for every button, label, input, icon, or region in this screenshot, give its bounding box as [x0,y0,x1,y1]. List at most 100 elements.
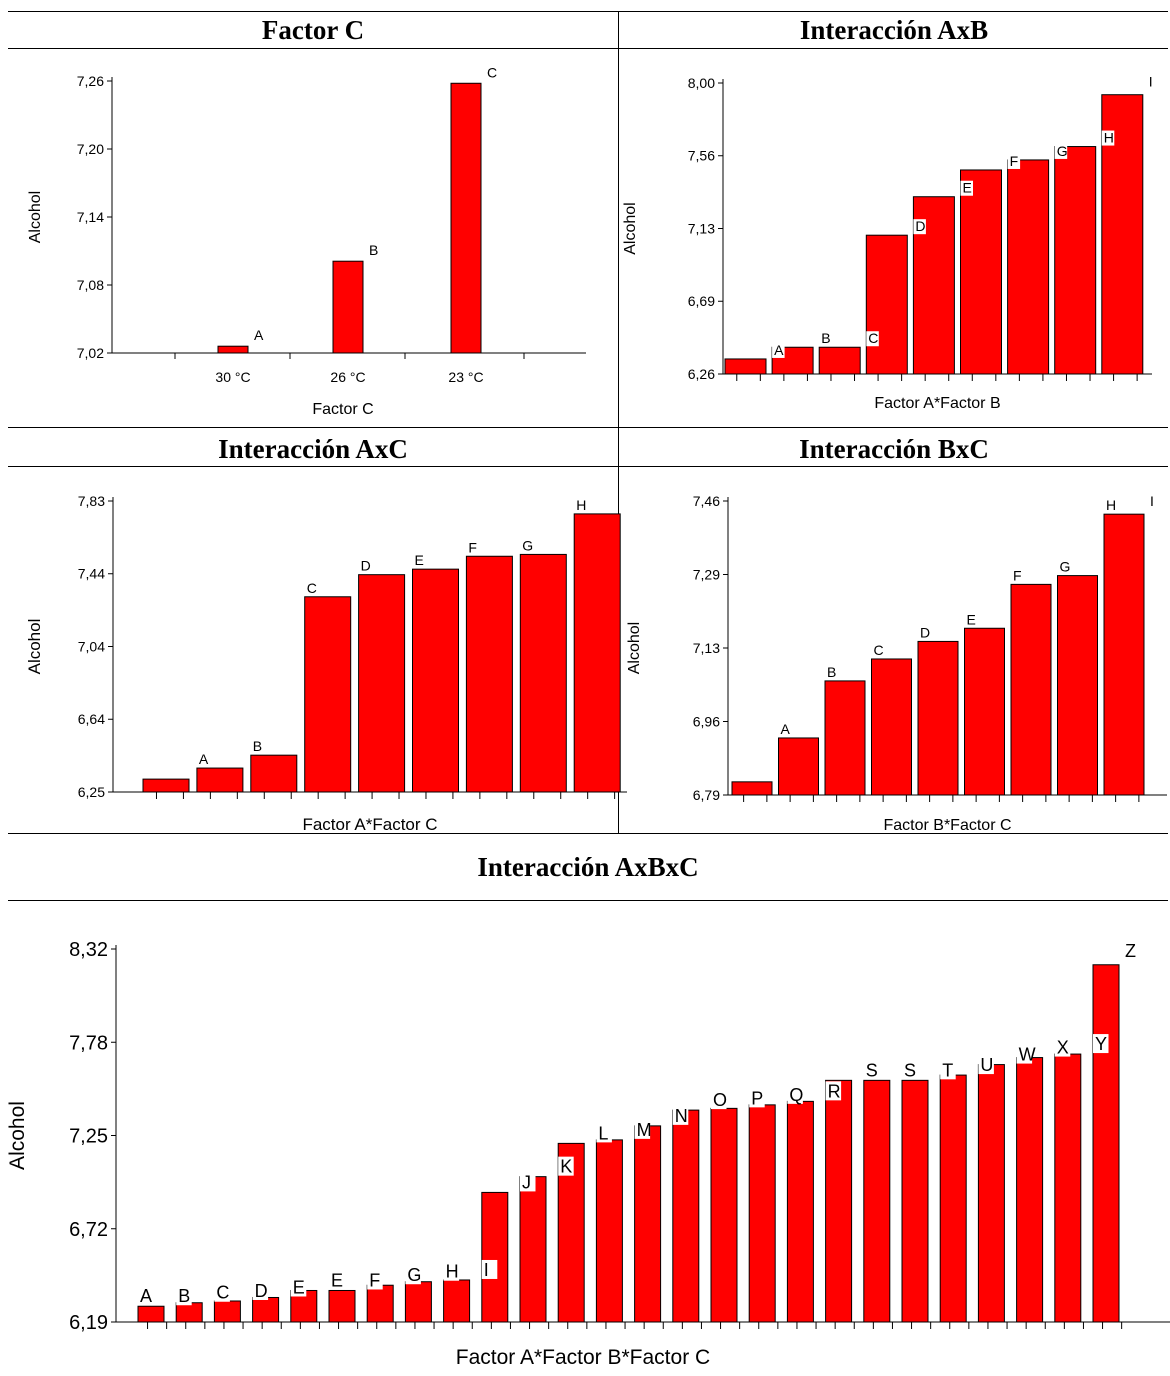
letter-background [596,1123,612,1143]
bar [142,778,190,793]
panel-title-bxc: Interacción BxC [799,434,989,464]
letter-background [749,1088,765,1108]
bar [358,574,406,793]
significance-letter: Z [1125,941,1136,961]
bar [1092,964,1120,1323]
y-tick-label: 7,20 [77,141,104,157]
letter-background [290,1277,307,1297]
significance-letter: G [407,1265,421,1285]
significance-letter: C [874,642,884,658]
significance-letter: J [522,1172,531,1192]
significance-letter: E [963,180,972,196]
significance-letter: C [487,64,497,80]
significance-letter: B [827,664,836,680]
significance-letter: Q [789,1085,803,1105]
letter-background [1054,143,1068,159]
y-axis-title: Alcohol [626,622,643,674]
letter-background [960,180,973,196]
y-tick-label: 6,69 [688,293,715,309]
bar [818,346,861,375]
bar [519,553,567,793]
letter-background [1093,1034,1109,1054]
letter-background [778,721,791,737]
significance-letter: C [216,1283,229,1303]
letter-background [1016,1044,1033,1064]
letter-background [902,1060,918,1080]
significance-letter: H [1104,130,1114,146]
y-tick-label: 7,08 [77,277,104,293]
letter-background [918,625,931,641]
table-rule-4 [8,833,1168,834]
significance-letter: L [598,1123,608,1143]
bar [481,1191,509,1323]
panel-title-factor-c: Factor C [261,15,365,45]
bar [1010,583,1052,796]
y-tick-label: 7,26 [77,73,104,89]
bar [710,1107,738,1323]
significance-letter: E [331,1270,343,1290]
chart-axc: 6,25 6,64 7,04 7,44 7,83 Alcohol Factor A*Fact… [25,493,627,834]
significance-letter: B [253,738,262,754]
significance-letter: U [980,1055,993,1075]
significance-letter: B [369,242,378,258]
y-tick-label: 6,26 [688,366,715,382]
significance-letter: A [199,751,209,767]
y-tick-label: 6,64 [78,711,105,727]
table-rule-2 [8,427,1168,428]
significance-letter: A [774,342,784,358]
letter-background [443,1261,460,1281]
bar [137,1305,165,1323]
significance-letter: B [821,330,830,346]
bar [595,1139,623,1323]
letter-background [1011,568,1024,584]
letter-background [940,1060,956,1080]
y-tick-label: 7,44 [78,566,105,582]
y-tick-label: 6,19 [69,1312,108,1334]
letter-background [405,1265,421,1285]
letter-background [772,342,785,358]
letter-background [964,612,977,628]
significance-letter: F [468,539,477,555]
panel-title-axb: Interacción AxB [799,15,989,45]
significance-letter: X [1057,1038,1069,1058]
bar [672,1109,700,1323]
letter-background [913,219,926,235]
bar [863,1079,891,1323]
bar [450,82,482,354]
bar [304,596,352,793]
letter-background [1057,559,1070,575]
bar [412,568,459,793]
significance-letter: D [255,1281,268,1301]
table-rule-3 [8,466,1168,467]
bar [1103,513,1145,796]
significance-letter: E [415,552,424,568]
bar [778,737,819,796]
chart-factor-c: 7,02 7,08 7,14 7,20 7,26 Alcohol Factor C A 30 °… [27,64,586,418]
x-tick-label: 23 °C [448,369,483,385]
significance-letter: A [781,721,791,737]
letter-background [634,1119,651,1139]
table-rule-5 [8,900,1168,901]
letter-background [1104,498,1117,514]
y-tick-label: 7,56 [688,148,715,164]
letter-background [329,1270,345,1290]
bar [217,345,249,354]
bar [901,1079,929,1323]
letter-background [196,752,210,768]
significance-letter: C [307,580,317,596]
bar [977,1064,1005,1323]
x-tick-label: 30 °C [215,369,250,385]
bar [824,680,866,796]
letter-background [711,1090,727,1110]
y-tick-label: 8,32 [69,939,108,961]
significance-letter: G [522,537,533,553]
significance-letter: I [1150,493,1154,509]
significance-letter: H [446,1262,459,1282]
significance-letter: W [1019,1045,1036,1065]
significance-letter: M [637,1120,652,1140]
significance-letter: K [560,1157,572,1177]
letter-background [412,553,425,569]
y-tick-label: 6,72 [69,1219,108,1241]
letter-background [819,331,832,347]
chart-axbxc: 6,19 6,72 7,25 7,78 8,32 Alcohol Factor A*Fact… [6,939,1170,1369]
